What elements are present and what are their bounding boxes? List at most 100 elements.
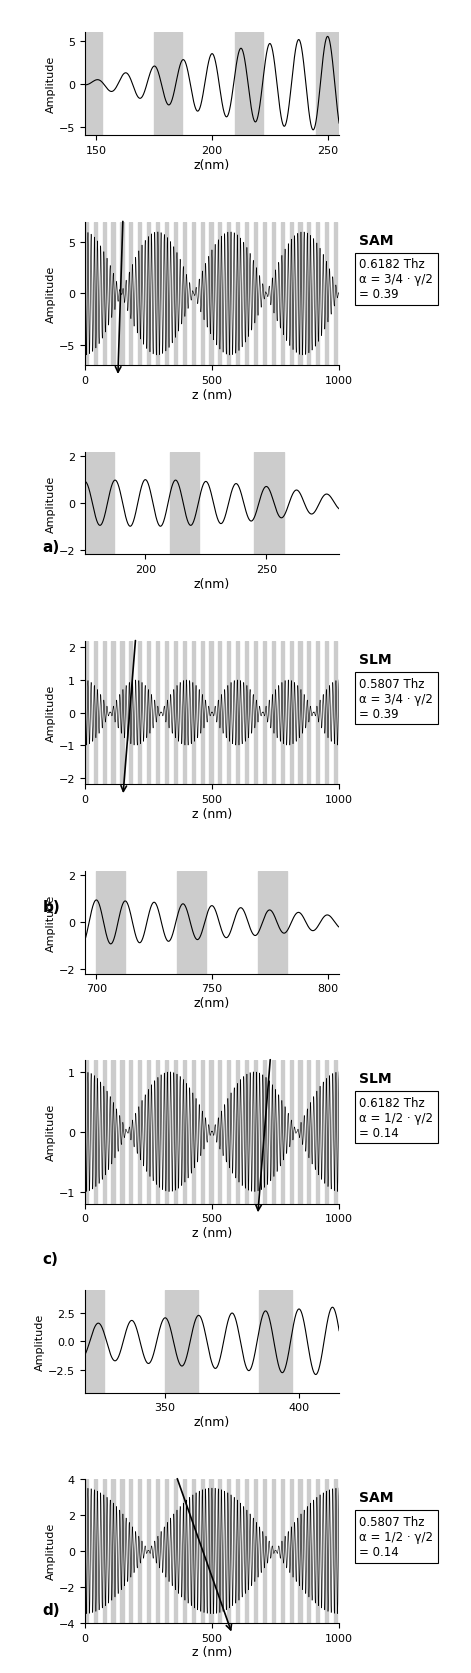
Bar [263,641,266,785]
Bar [112,223,114,366]
Bar [254,223,257,366]
Bar [325,223,328,366]
Bar [138,223,141,366]
Bar [307,1479,310,1623]
Bar [254,1479,257,1623]
Bar [192,1061,195,1205]
Bar [254,641,257,785]
Bar [85,1479,88,1623]
Y-axis label: Amplitude: Amplitude [46,57,56,114]
Bar [147,1061,150,1205]
Bar [85,452,114,555]
Bar [183,1061,186,1205]
Bar [85,1290,104,1394]
Bar [170,452,199,555]
Bar [210,641,212,785]
Bar [177,872,206,974]
Bar [201,1479,203,1623]
X-axis label: z(nm): z(nm) [194,577,230,591]
Bar [129,1061,132,1205]
Bar [236,1479,239,1623]
Bar [290,223,292,366]
Bar [165,1290,198,1394]
Y-axis label: Amplitude: Amplitude [46,893,56,952]
X-axis label: z (nm): z (nm) [192,1645,232,1658]
Bar [316,33,339,136]
Bar [138,641,141,785]
Bar [147,223,150,366]
Bar [272,223,275,366]
Text: SAM: SAM [359,1491,394,1504]
Bar [227,1061,230,1205]
Bar [258,872,286,974]
Bar [201,641,203,785]
Bar [183,641,186,785]
Bar [236,223,239,366]
Bar [97,872,125,974]
X-axis label: z (nm): z (nm) [192,388,232,402]
Bar [236,641,239,785]
Bar [174,641,177,785]
Bar [227,641,230,785]
Bar [259,1290,292,1394]
Text: SAM: SAM [359,234,394,248]
Bar [138,1479,141,1623]
Bar [325,1479,328,1623]
Bar [334,1479,337,1623]
Bar [245,223,248,366]
X-axis label: z(nm): z(nm) [194,159,230,172]
Bar [236,1061,239,1205]
Bar [174,1479,177,1623]
Bar [263,1479,266,1623]
X-axis label: z (nm): z (nm) [192,808,232,820]
Bar [201,1061,203,1205]
Text: d): d) [42,1603,60,1618]
Bar [121,1061,123,1205]
Bar [281,1479,284,1623]
Bar [129,641,132,785]
Text: 0.5807 Thz
α = 1/2 · γ/2
= 0.14: 0.5807 Thz α = 1/2 · γ/2 = 0.14 [359,1516,433,1558]
Text: SLM: SLM [359,1072,392,1086]
Bar [245,641,248,785]
Bar [85,641,88,785]
X-axis label: z(nm): z(nm) [194,997,230,1009]
Text: 0.5807 Thz
α = 3/4 · γ/2
= 0.39: 0.5807 Thz α = 3/4 · γ/2 = 0.39 [359,678,433,719]
Text: 0.6182 Thz
α = 1/2 · γ/2
= 0.14: 0.6182 Thz α = 1/2 · γ/2 = 0.14 [359,1096,433,1139]
Bar [183,1479,186,1623]
Bar [325,641,328,785]
Bar [94,1479,97,1623]
Text: SLM: SLM [359,652,392,668]
Bar [219,641,221,785]
Y-axis label: Amplitude: Amplitude [46,1104,56,1161]
Bar [263,1061,266,1205]
Bar [121,223,123,366]
Text: a): a) [42,540,60,555]
Bar [316,223,319,366]
Y-axis label: Amplitude: Amplitude [46,475,56,532]
Bar [281,641,284,785]
Bar [210,223,212,366]
Bar [219,1479,221,1623]
Bar [299,641,301,785]
Bar [112,1479,114,1623]
Bar [316,1061,319,1205]
Text: 0.6182 Thz
α = 3/4 · γ/2
= 0.39: 0.6182 Thz α = 3/4 · γ/2 = 0.39 [359,258,433,301]
Bar [94,1061,97,1205]
Bar [210,1061,212,1205]
Bar [156,641,159,785]
Bar [290,1479,292,1623]
Bar [307,1061,310,1205]
Y-axis label: Amplitude: Amplitude [46,266,56,323]
Bar [245,1061,248,1205]
Bar [235,33,263,136]
Bar [174,1061,177,1205]
Bar [281,1061,284,1205]
Bar [165,1479,168,1623]
Bar [290,1061,292,1205]
Bar [147,1479,150,1623]
Bar [156,1479,159,1623]
Text: b): b) [42,900,60,915]
Bar [334,641,337,785]
Bar [316,1479,319,1623]
Bar [192,1479,195,1623]
